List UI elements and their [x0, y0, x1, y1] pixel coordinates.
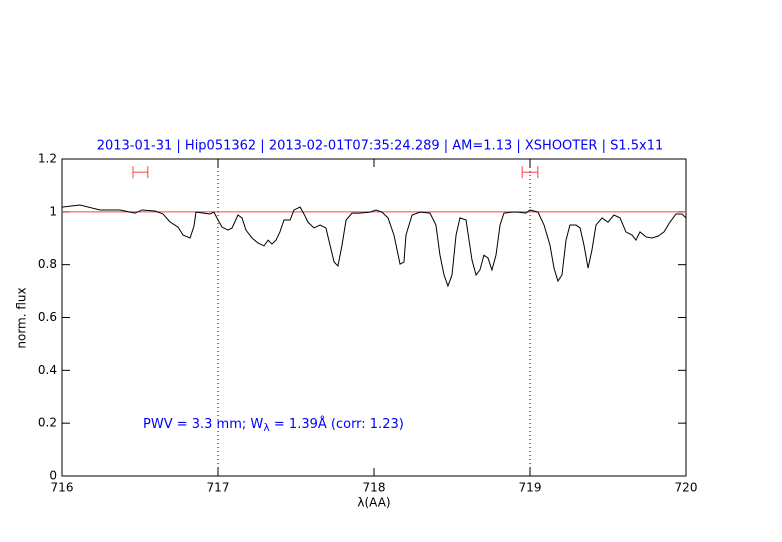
y-tick-label: 0.8: [38, 257, 57, 271]
y-tick-label: 1.2: [38, 152, 57, 166]
interval-marker: [521, 166, 539, 179]
annotation-text: PWV = 3.3 mm; W: [143, 417, 263, 432]
x-axis-label: λ(AA): [357, 496, 390, 510]
chart-title: 2013-01-31 | Hip051362 | 2013-02-01T07:3…: [97, 139, 664, 154]
spectrum-line: [61, 204, 687, 288]
x-tick-label: 719: [519, 481, 542, 495]
y-tick-label: 0.2: [38, 416, 57, 430]
x-tick-label: 718: [363, 481, 386, 495]
interval-marker: [132, 166, 149, 179]
x-tick-label: 720: [675, 481, 698, 495]
x-tick-label: 716: [51, 481, 74, 495]
annotation-text: = 1.39Å (corr: 1.23): [270, 416, 404, 432]
annotation: PWV = 3.3 mm; Wλ = 1.39Å (corr: 1.23): [143, 416, 404, 435]
y-tick-label: 0.4: [38, 363, 57, 377]
y-tick-label: 0.6: [38, 310, 57, 324]
annotation-subscript: λ: [263, 421, 270, 434]
x-tick-label: 717: [207, 481, 230, 495]
y-tick-label: 1: [49, 204, 57, 218]
y-tick-label: 0: [49, 469, 57, 483]
y-axis-label: norm. flux: [15, 287, 29, 348]
